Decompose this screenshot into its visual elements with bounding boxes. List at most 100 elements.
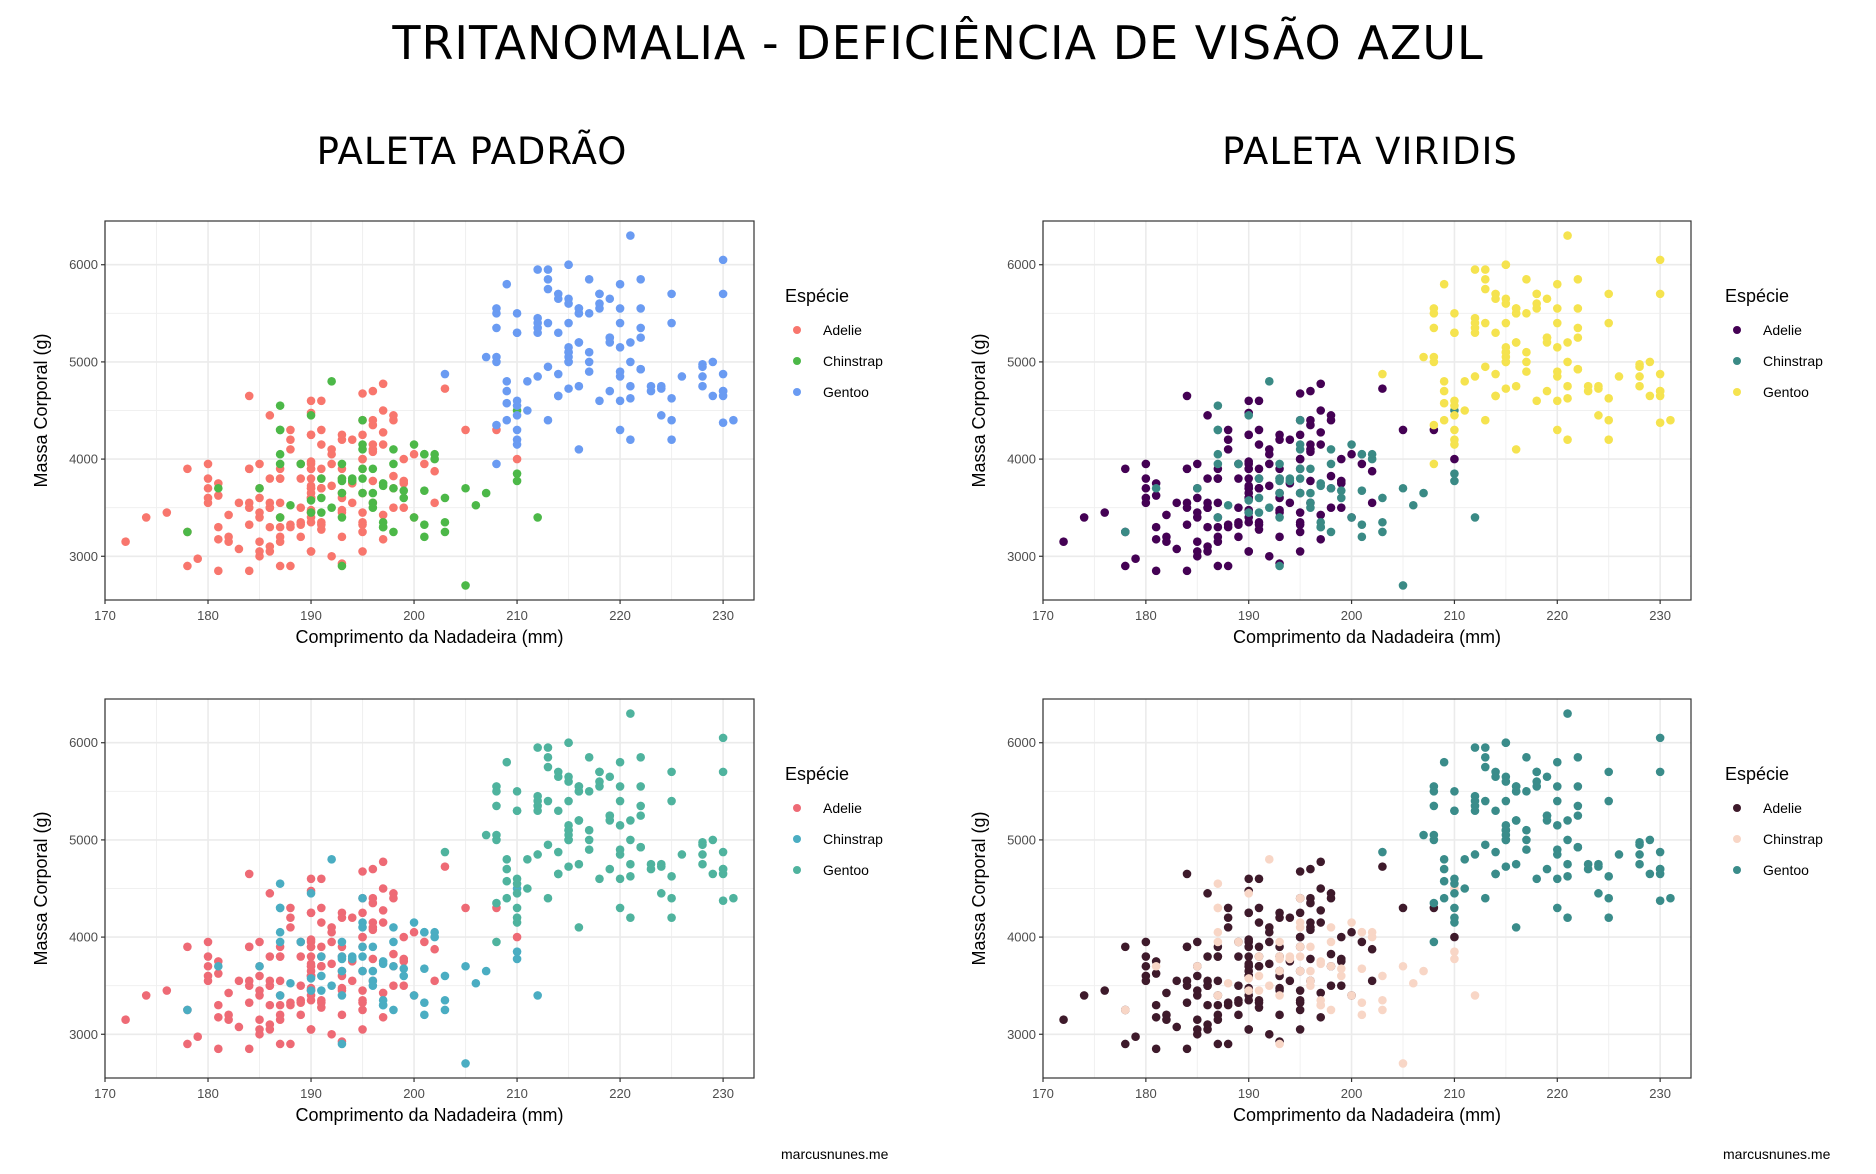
point-adelie [1295, 932, 1305, 942]
point-gentoo [1573, 304, 1583, 313]
point-gentoo [1511, 445, 1521, 454]
point-chinstrap [461, 483, 470, 493]
point-adelie [1182, 520, 1192, 529]
point-gentoo [492, 459, 501, 469]
point-adelie [1223, 561, 1233, 571]
point-chinstrap [420, 532, 429, 542]
point-adelie [1203, 889, 1212, 898]
point-adelie [1285, 498, 1295, 508]
point-adelie [1285, 976, 1295, 986]
point-gentoo [1573, 801, 1583, 811]
legend: Espécie Adelie Chinstrap Gentoo [785, 764, 883, 878]
point-adelie [1151, 534, 1161, 544]
point-chinstrap [1120, 1005, 1130, 1015]
x-tick-label: 230 [1649, 1086, 1671, 1101]
point-gentoo [718, 847, 728, 857]
point-chinstrap [420, 998, 429, 1007]
point-adelie [183, 942, 192, 952]
point-gentoo [718, 369, 728, 379]
point-gentoo [1645, 391, 1655, 401]
point-adelie [1182, 998, 1192, 1007]
point-chinstrap [306, 496, 316, 505]
point-gentoo [502, 893, 512, 903]
point-chinstrap [1295, 464, 1305, 474]
point-gentoo [636, 304, 645, 313]
point-chinstrap [358, 464, 367, 474]
point-adelie [327, 923, 336, 932]
point-adelie [255, 547, 264, 556]
point-chinstrap [1151, 483, 1161, 493]
point-gentoo [523, 884, 532, 893]
point-adelie [286, 1039, 295, 1049]
point-chinstrap [399, 971, 409, 981]
point-chinstrap [1347, 440, 1356, 449]
point-chinstrap [327, 855, 336, 864]
point-adelie [1254, 483, 1264, 493]
x-tick-label: 180 [197, 608, 219, 623]
point-chinstrap [1295, 474, 1305, 483]
point-gentoo [636, 275, 645, 284]
legend-swatch-chinstrap [1733, 357, 1741, 365]
point-gentoo [1491, 869, 1500, 879]
point-gentoo [1655, 896, 1665, 905]
point-gentoo [656, 889, 666, 898]
point-gentoo [1450, 903, 1459, 913]
point-gentoo [512, 806, 522, 816]
point-gentoo [512, 396, 522, 406]
point-gentoo [636, 801, 645, 811]
point-chinstrap [512, 469, 522, 478]
point-chinstrap [1254, 474, 1264, 483]
point-gentoo [626, 357, 635, 367]
point-adelie [1326, 981, 1336, 990]
point-chinstrap [275, 879, 285, 888]
point-adelie [275, 561, 285, 571]
point-adelie [1295, 995, 1305, 1005]
point-chinstrap [337, 459, 347, 469]
point-chinstrap [275, 401, 285, 410]
point-gentoo [1501, 835, 1511, 845]
point-chinstrap [1306, 966, 1315, 976]
point-adelie [1264, 1029, 1274, 1039]
point-adelie [389, 471, 398, 481]
point-gentoo [543, 415, 553, 425]
y-tick-label: 5000 [69, 832, 98, 847]
y-tick-label: 3000 [69, 549, 98, 564]
point-adelie [275, 537, 285, 546]
point-adelie [1275, 983, 1284, 993]
point-gentoo [574, 309, 584, 318]
point-adelie [1213, 976, 1223, 986]
point-chinstrap [1398, 961, 1408, 971]
y-tick-label: 6000 [69, 735, 98, 750]
point-chinstrap [1450, 947, 1459, 956]
point-chinstrap [1234, 937, 1243, 947]
y-axis-title: Massa Corporal (g) [969, 333, 989, 487]
point-gentoo [729, 415, 738, 425]
point-adelie [306, 1025, 316, 1034]
point-chinstrap [183, 527, 192, 537]
point-adelie [1059, 537, 1068, 546]
point-adelie [389, 411, 398, 420]
legend-label: Gentoo [823, 384, 869, 400]
point-adelie [244, 566, 254, 576]
legend-swatch-gentoo [1733, 866, 1741, 874]
point-gentoo [1450, 918, 1459, 927]
point-gentoo [1480, 893, 1490, 903]
point-gentoo [1552, 874, 1562, 884]
point-adelie [368, 476, 378, 486]
point-chinstrap [1306, 942, 1315, 952]
point-chinstrap [420, 964, 429, 973]
point-adelie [121, 1015, 130, 1024]
point-gentoo [667, 289, 676, 299]
point-gentoo [615, 782, 625, 791]
y-tick-label: 5000 [69, 354, 98, 369]
point-gentoo [1563, 872, 1572, 881]
point-adelie [265, 981, 275, 990]
point-adelie [1275, 505, 1284, 515]
point-chinstrap [1254, 493, 1264, 503]
point-chinstrap [337, 488, 347, 498]
point-chinstrap [1285, 474, 1295, 483]
point-gentoo [564, 738, 573, 748]
point-adelie [358, 932, 367, 942]
point-adelie [1131, 554, 1140, 563]
point-chinstrap [1275, 513, 1284, 522]
